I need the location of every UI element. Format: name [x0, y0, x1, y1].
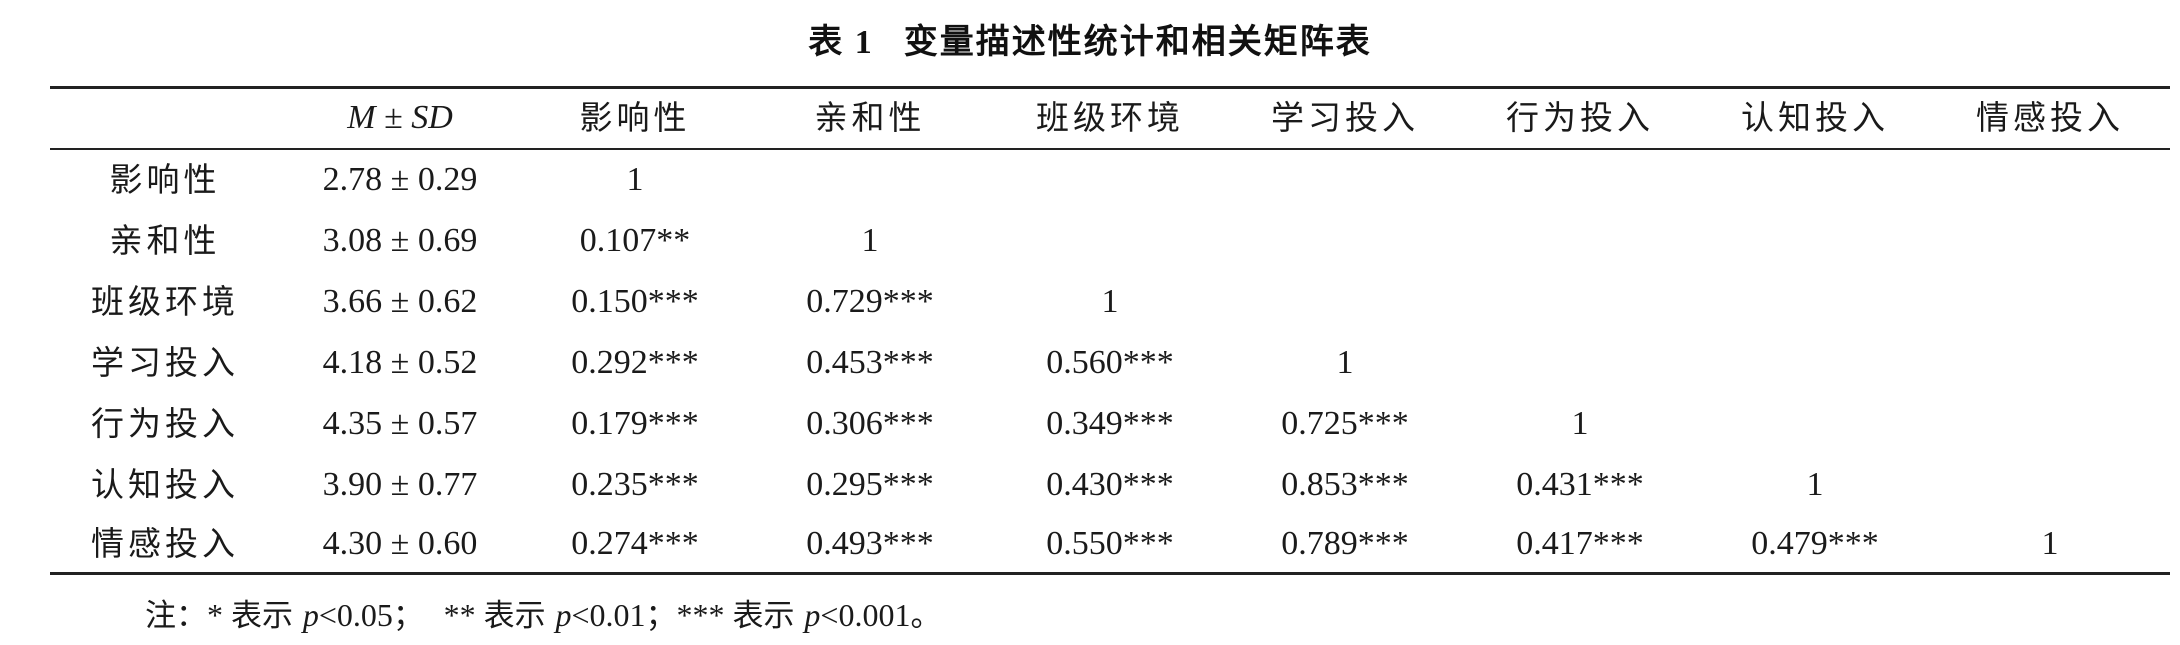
row-label: 影响性	[109, 160, 221, 199]
column-header-class-environment: 班级环境	[1036, 98, 1184, 137]
table-cell: 0.789***	[1281, 525, 1409, 562]
table-cell: 0.550***	[1046, 525, 1174, 562]
table-cell: 0.349***	[1046, 405, 1174, 442]
table-cell: 1	[861, 222, 879, 259]
note-stars-1: *	[207, 597, 231, 633]
note-sep-1: ；	[392, 598, 444, 634]
note-value-3: <0.001	[820, 597, 911, 633]
note-stars-3: ***	[676, 597, 733, 633]
table-cell: 0.430***	[1046, 466, 1174, 503]
table-cell: 0.107**	[579, 222, 691, 259]
table-cell: 1	[1101, 283, 1119, 320]
row-label: 认知投入	[91, 465, 239, 504]
table-cell: 0.560***	[1046, 344, 1174, 381]
table-cell: 0.235***	[571, 466, 699, 503]
table-cell: 1	[1571, 405, 1589, 442]
table-cell: 0.150***	[571, 283, 699, 320]
note-p-1: p	[302, 597, 319, 633]
table-note: 注：* 表示 p<0.05； ** 表示 p<0.01；*** 表示 p<0.0…	[145, 590, 941, 640]
row-label: 班级环境	[91, 282, 239, 321]
note-value-2: <0.01	[571, 597, 646, 633]
table-cell: 0.274***	[571, 525, 699, 562]
note-prefix: 注：	[145, 598, 207, 634]
row-mean-sd: 3.90 ± 0.77	[322, 466, 478, 503]
table-title: 变量描述性统计和相关矩阵表	[903, 22, 1372, 62]
table-cell: 0.295***	[806, 466, 934, 503]
table-caption: 表 1 变量描述性统计和相关矩阵表	[0, 14, 2180, 63]
bottom-rule	[50, 572, 2170, 575]
table-cell: 0.453***	[806, 344, 934, 381]
note-word-2: 表示	[483, 598, 556, 634]
row-mean-sd: 2.78 ± 0.29	[322, 161, 478, 198]
table-cell: 0.292***	[571, 344, 699, 381]
note-sep-2: ；	[645, 598, 677, 634]
note-stars-2: **	[443, 597, 484, 633]
table-cell: 0.493***	[806, 525, 934, 562]
table-number: 表 1	[808, 24, 874, 61]
table-cell: 0.431***	[1516, 466, 1644, 503]
table-cell: 0.725***	[1281, 405, 1409, 442]
row-label: 亲和性	[109, 221, 221, 260]
row-label: 学习投入	[91, 343, 239, 382]
table-cell: 0.417***	[1516, 525, 1644, 562]
table-cell: 1	[626, 161, 644, 198]
note-p-2: p	[555, 597, 572, 633]
column-header-emotional-engagement: 情感投入	[1976, 98, 2124, 137]
table-cell: 1	[1336, 344, 1354, 381]
header-rule	[50, 148, 2170, 150]
row-mean-sd: 4.35 ± 0.57	[322, 405, 478, 442]
note-word-3: 表示	[732, 598, 805, 634]
column-header-msd: M ± SD	[347, 99, 453, 136]
note-end: 。	[910, 598, 942, 634]
column-header-cognitive-engagement: 认知投入	[1741, 98, 1889, 137]
row-mean-sd: 4.18 ± 0.52	[322, 344, 478, 381]
column-header-behavioral-engagement: 行为投入	[1506, 98, 1654, 137]
column-header-affinity: 亲和性	[814, 98, 926, 137]
table-cell: 0.729***	[806, 283, 934, 320]
note-word-1: 表示	[231, 598, 303, 634]
row-mean-sd: 3.08 ± 0.69	[322, 222, 478, 259]
row-label: 情感投入	[91, 524, 239, 563]
top-rule	[50, 86, 2170, 89]
note-value-1: <0.05	[318, 597, 393, 633]
row-mean-sd: 3.66 ± 0.62	[322, 283, 478, 320]
table-cell: 0.179***	[571, 405, 699, 442]
table-cell: 1	[2041, 525, 2059, 562]
column-header-learning-engagement: 学习投入	[1271, 98, 1419, 137]
table-cell: 0.853***	[1281, 466, 1409, 503]
table-cell: 0.306***	[806, 405, 934, 442]
column-header-influence: 影响性	[579, 98, 691, 137]
note-p-3: p	[804, 597, 821, 633]
table-cell: 0.479***	[1751, 525, 1879, 562]
row-label: 行为投入	[91, 404, 239, 443]
table-cell: 1	[1806, 466, 1824, 503]
row-mean-sd: 4.30 ± 0.60	[322, 525, 478, 562]
